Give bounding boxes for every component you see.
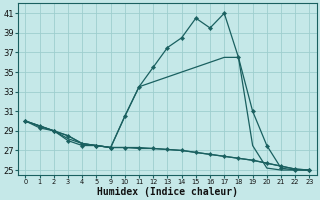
X-axis label: Humidex (Indice chaleur): Humidex (Indice chaleur) bbox=[97, 186, 238, 197]
